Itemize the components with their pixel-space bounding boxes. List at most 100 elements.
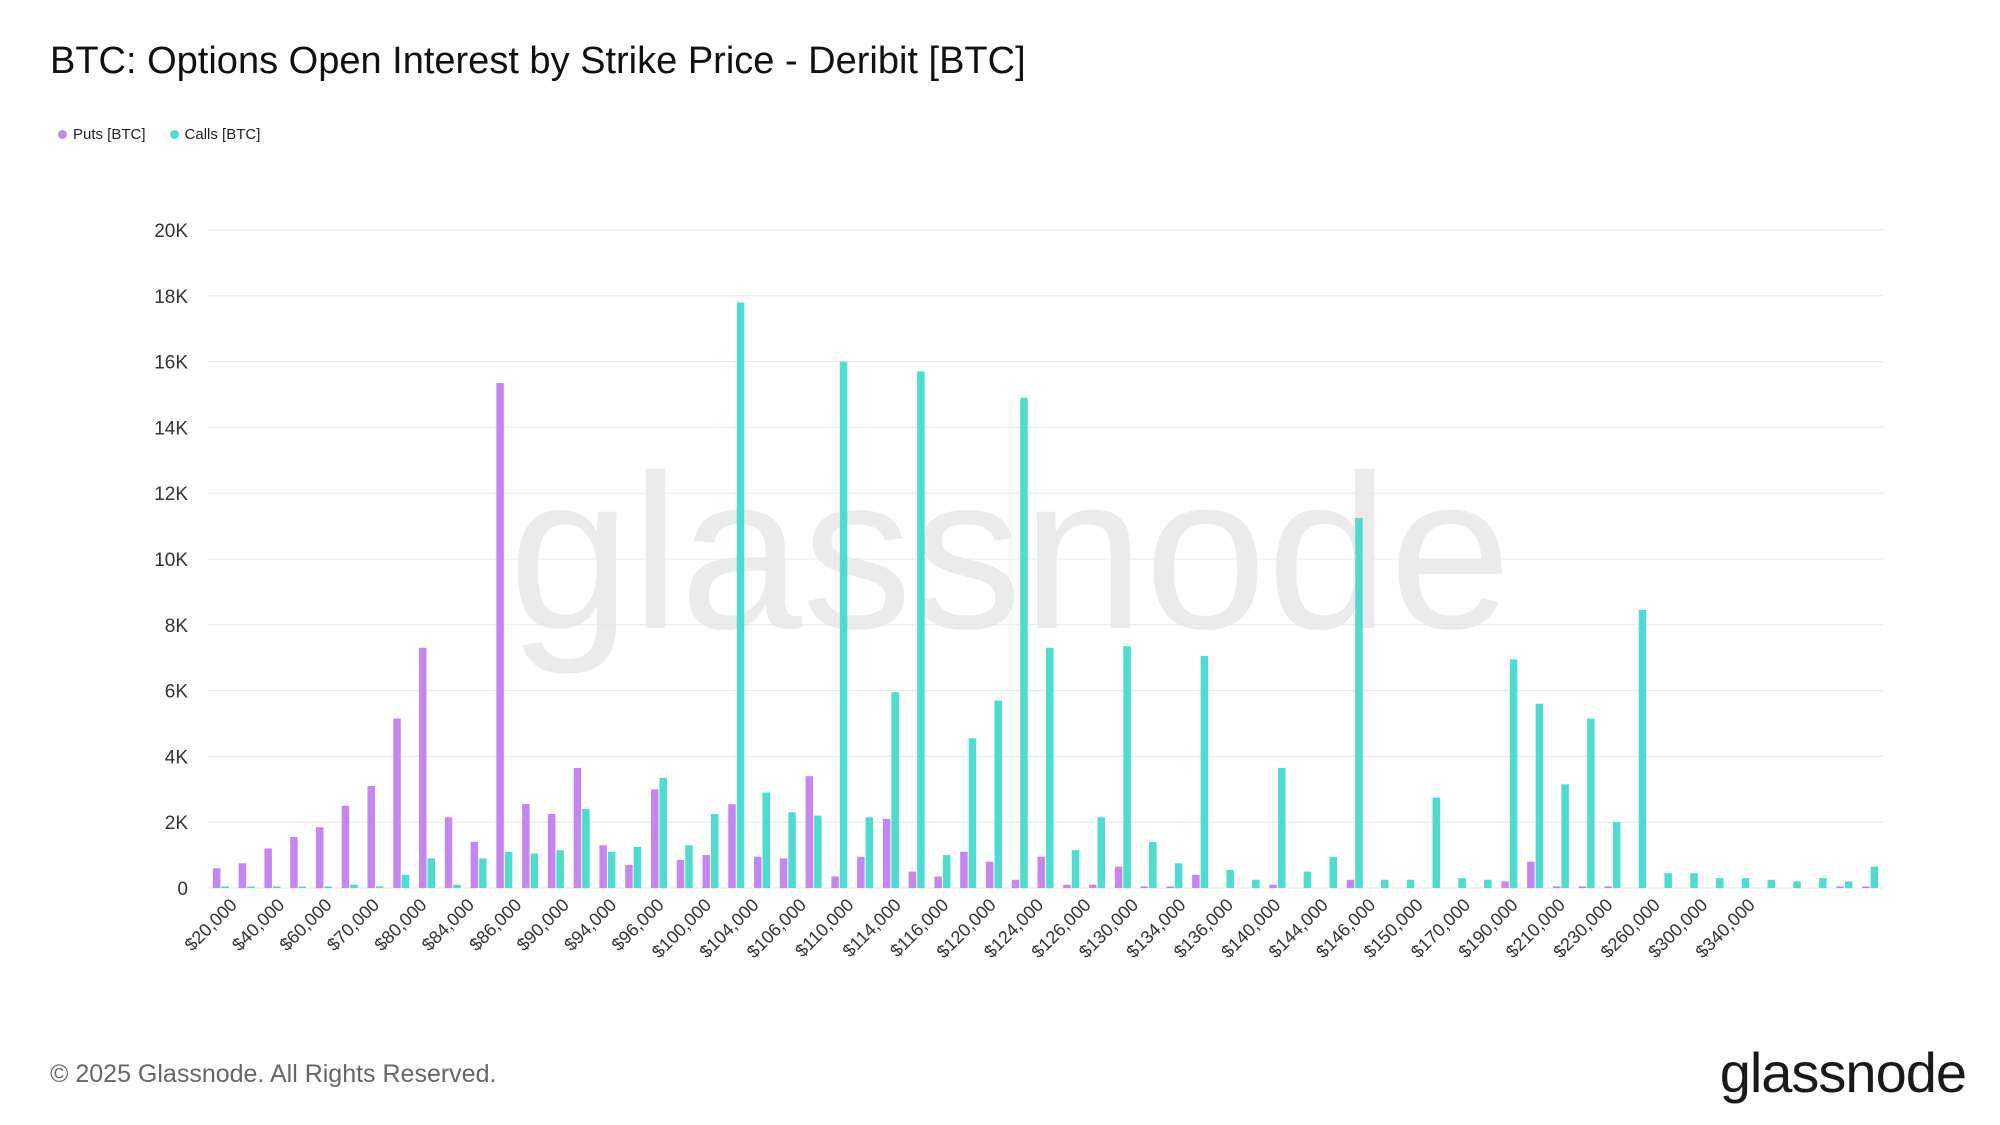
bar-calls-$95,000[interactable]: [659, 777, 667, 888]
bar-puts-$128,000[interactable]: [1166, 886, 1174, 888]
bar-calls-$82,000[interactable]: [453, 884, 461, 888]
bar-calls-$98,000[interactable]: [711, 813, 719, 888]
bar-calls-$106,000[interactable]: [839, 361, 848, 889]
bar-puts-$110,000[interactable]: [882, 818, 891, 888]
bar-puts-$150,000[interactable]: [1501, 881, 1509, 888]
bar-calls-$65,000[interactable]: [350, 884, 358, 888]
bar-calls-$135,000[interactable]: [1277, 767, 1286, 888]
bar-calls-$40,000[interactable]: [272, 886, 281, 888]
bar-calls-$240,000[interactable]: [1741, 878, 1750, 888]
bar-puts-$80,000[interactable]: [419, 647, 427, 888]
bar-calls-$132,000[interactable]: [1226, 869, 1234, 888]
bar-calls-$75,000[interactable]: [401, 874, 410, 888]
bar-calls-$100,000[interactable]: [736, 302, 745, 888]
bar-puts-$85,000[interactable]: [496, 382, 504, 888]
bar-calls-$134,000[interactable]: [1252, 879, 1260, 888]
bar-calls-$96,000[interactable]: [685, 845, 693, 888]
bar-puts-$20,000[interactable]: [212, 868, 221, 888]
bar-calls-$70,000[interactable]: [376, 886, 384, 888]
bar-calls-$105,000[interactable]: [814, 815, 822, 888]
bar-calls-$150,000[interactable]: [1509, 659, 1518, 888]
bar-puts-$60,000[interactable]: [315, 827, 324, 888]
bar-puts-$94,000[interactable]: [625, 864, 633, 888]
bar-calls-$142,000[interactable]: [1381, 879, 1389, 888]
bar-calls-$86,000[interactable]: [530, 853, 539, 888]
bar-calls-$102,000[interactable]: [762, 792, 771, 888]
bar-calls-$130,000[interactable]: [1200, 656, 1209, 888]
bar-puts-$125,000[interactable]: [1114, 866, 1123, 888]
bar-puts-$105,000[interactable]: [805, 776, 814, 888]
bar-calls-$128,000[interactable]: [1174, 863, 1183, 888]
bar-puts-$108,000[interactable]: [857, 856, 865, 888]
bar-calls-$220,000[interactable]: [1690, 873, 1698, 888]
bar-calls-$120,000[interactable]: [1046, 647, 1054, 888]
bar-puts-$98,000[interactable]: [702, 855, 711, 888]
legend-item-calls[interactable]: Calls [BTC]: [169, 126, 260, 143]
bar-calls-$144,000[interactable]: [1406, 879, 1415, 888]
bar-calls-$160,000[interactable]: [1535, 703, 1544, 888]
bar-puts-$82,000[interactable]: [444, 817, 453, 888]
bar-calls-$112,000[interactable]: [917, 371, 925, 889]
bar-puts-$30,000[interactable]: [238, 863, 247, 888]
bar-calls-$50,000[interactable]: [298, 886, 307, 888]
bar-puts-$118,000[interactable]: [1011, 879, 1020, 888]
bar-calls-$84,000[interactable]: [479, 858, 487, 888]
bar-puts-$120,000[interactable]: [1037, 856, 1046, 888]
bar-calls-$115,000[interactable]: [968, 738, 977, 888]
bar-puts-$130,000[interactable]: [1192, 874, 1200, 888]
bar-puts-$88,000[interactable]: [547, 813, 556, 888]
bar-calls-$148,000[interactable]: [1484, 879, 1492, 888]
bar-puts-$50,000[interactable]: [290, 837, 298, 888]
bar-calls-$118,000[interactable]: [1020, 397, 1028, 888]
bar-calls-$108,000[interactable]: [865, 817, 874, 888]
bar-puts-$86,000[interactable]: [522, 804, 530, 888]
bar-calls-$320,000[interactable]: [1844, 881, 1853, 888]
bar-calls-$210,000[interactable]: [1664, 873, 1672, 888]
bar-puts-$106,000[interactable]: [831, 876, 839, 888]
bar-calls-$80,000[interactable]: [427, 858, 436, 888]
bar-puts-$180,000[interactable]: [1578, 886, 1587, 888]
bar-puts-$102,000[interactable]: [754, 856, 762, 888]
bar-calls-$140,000[interactable]: [1355, 517, 1363, 888]
bar-calls-$85,000[interactable]: [504, 851, 513, 888]
bar-puts-$140,000[interactable]: [1346, 879, 1355, 888]
bar-calls-$92,000[interactable]: [607, 851, 616, 888]
bar-calls-$94,000[interactable]: [633, 846, 642, 888]
bar-calls-$260,000[interactable]: [1767, 879, 1776, 888]
bar-puts-$340,000[interactable]: [1862, 886, 1870, 888]
bar-calls-$280,000[interactable]: [1793, 881, 1801, 888]
bar-calls-$104,000[interactable]: [788, 812, 796, 888]
bar-calls-$60,000[interactable]: [324, 886, 332, 888]
bar-calls-$145,000[interactable]: [1432, 797, 1441, 888]
bar-puts-$170,000[interactable]: [1552, 886, 1561, 888]
bar-puts-$124,000[interactable]: [1089, 884, 1097, 888]
bar-puts-$104,000[interactable]: [779, 858, 788, 888]
bar-puts-$100,000[interactable]: [728, 804, 736, 888]
bar-calls-$190,000[interactable]: [1612, 822, 1621, 888]
bar-puts-$320,000[interactable]: [1836, 886, 1844, 888]
bar-puts-$126,000[interactable]: [1140, 886, 1149, 888]
bar-calls-$114,000[interactable]: [942, 855, 951, 888]
bar-calls-$116,000[interactable]: [994, 700, 1002, 888]
bar-calls-$122,000[interactable]: [1071, 850, 1080, 888]
bar-puts-$92,000[interactable]: [599, 845, 607, 888]
bar-puts-$112,000[interactable]: [908, 871, 917, 888]
bar-puts-$95,000[interactable]: [650, 789, 659, 888]
bar-puts-$160,000[interactable]: [1527, 861, 1535, 888]
bar-puts-$96,000[interactable]: [676, 860, 685, 888]
bar-calls-$126,000[interactable]: [1149, 841, 1157, 888]
bar-calls-$138,000[interactable]: [1329, 856, 1337, 888]
bar-calls-$170,000[interactable]: [1561, 784, 1569, 888]
bar-calls-$230,000[interactable]: [1716, 878, 1724, 888]
bar-calls-$200,000[interactable]: [1638, 609, 1647, 888]
bar-calls-$125,000[interactable]: [1123, 646, 1131, 888]
bar-calls-$124,000[interactable]: [1097, 817, 1106, 888]
bar-puts-$116,000[interactable]: [985, 861, 994, 888]
bar-puts-$90,000[interactable]: [573, 767, 582, 888]
bar-calls-$146,000[interactable]: [1458, 878, 1466, 888]
bar-calls-$110,000[interactable]: [891, 692, 899, 888]
bar-puts-$190,000[interactable]: [1604, 886, 1612, 888]
bar-puts-$75,000[interactable]: [393, 718, 401, 888]
bar-puts-$65,000[interactable]: [341, 805, 350, 888]
bar-puts-$40,000[interactable]: [264, 848, 272, 888]
